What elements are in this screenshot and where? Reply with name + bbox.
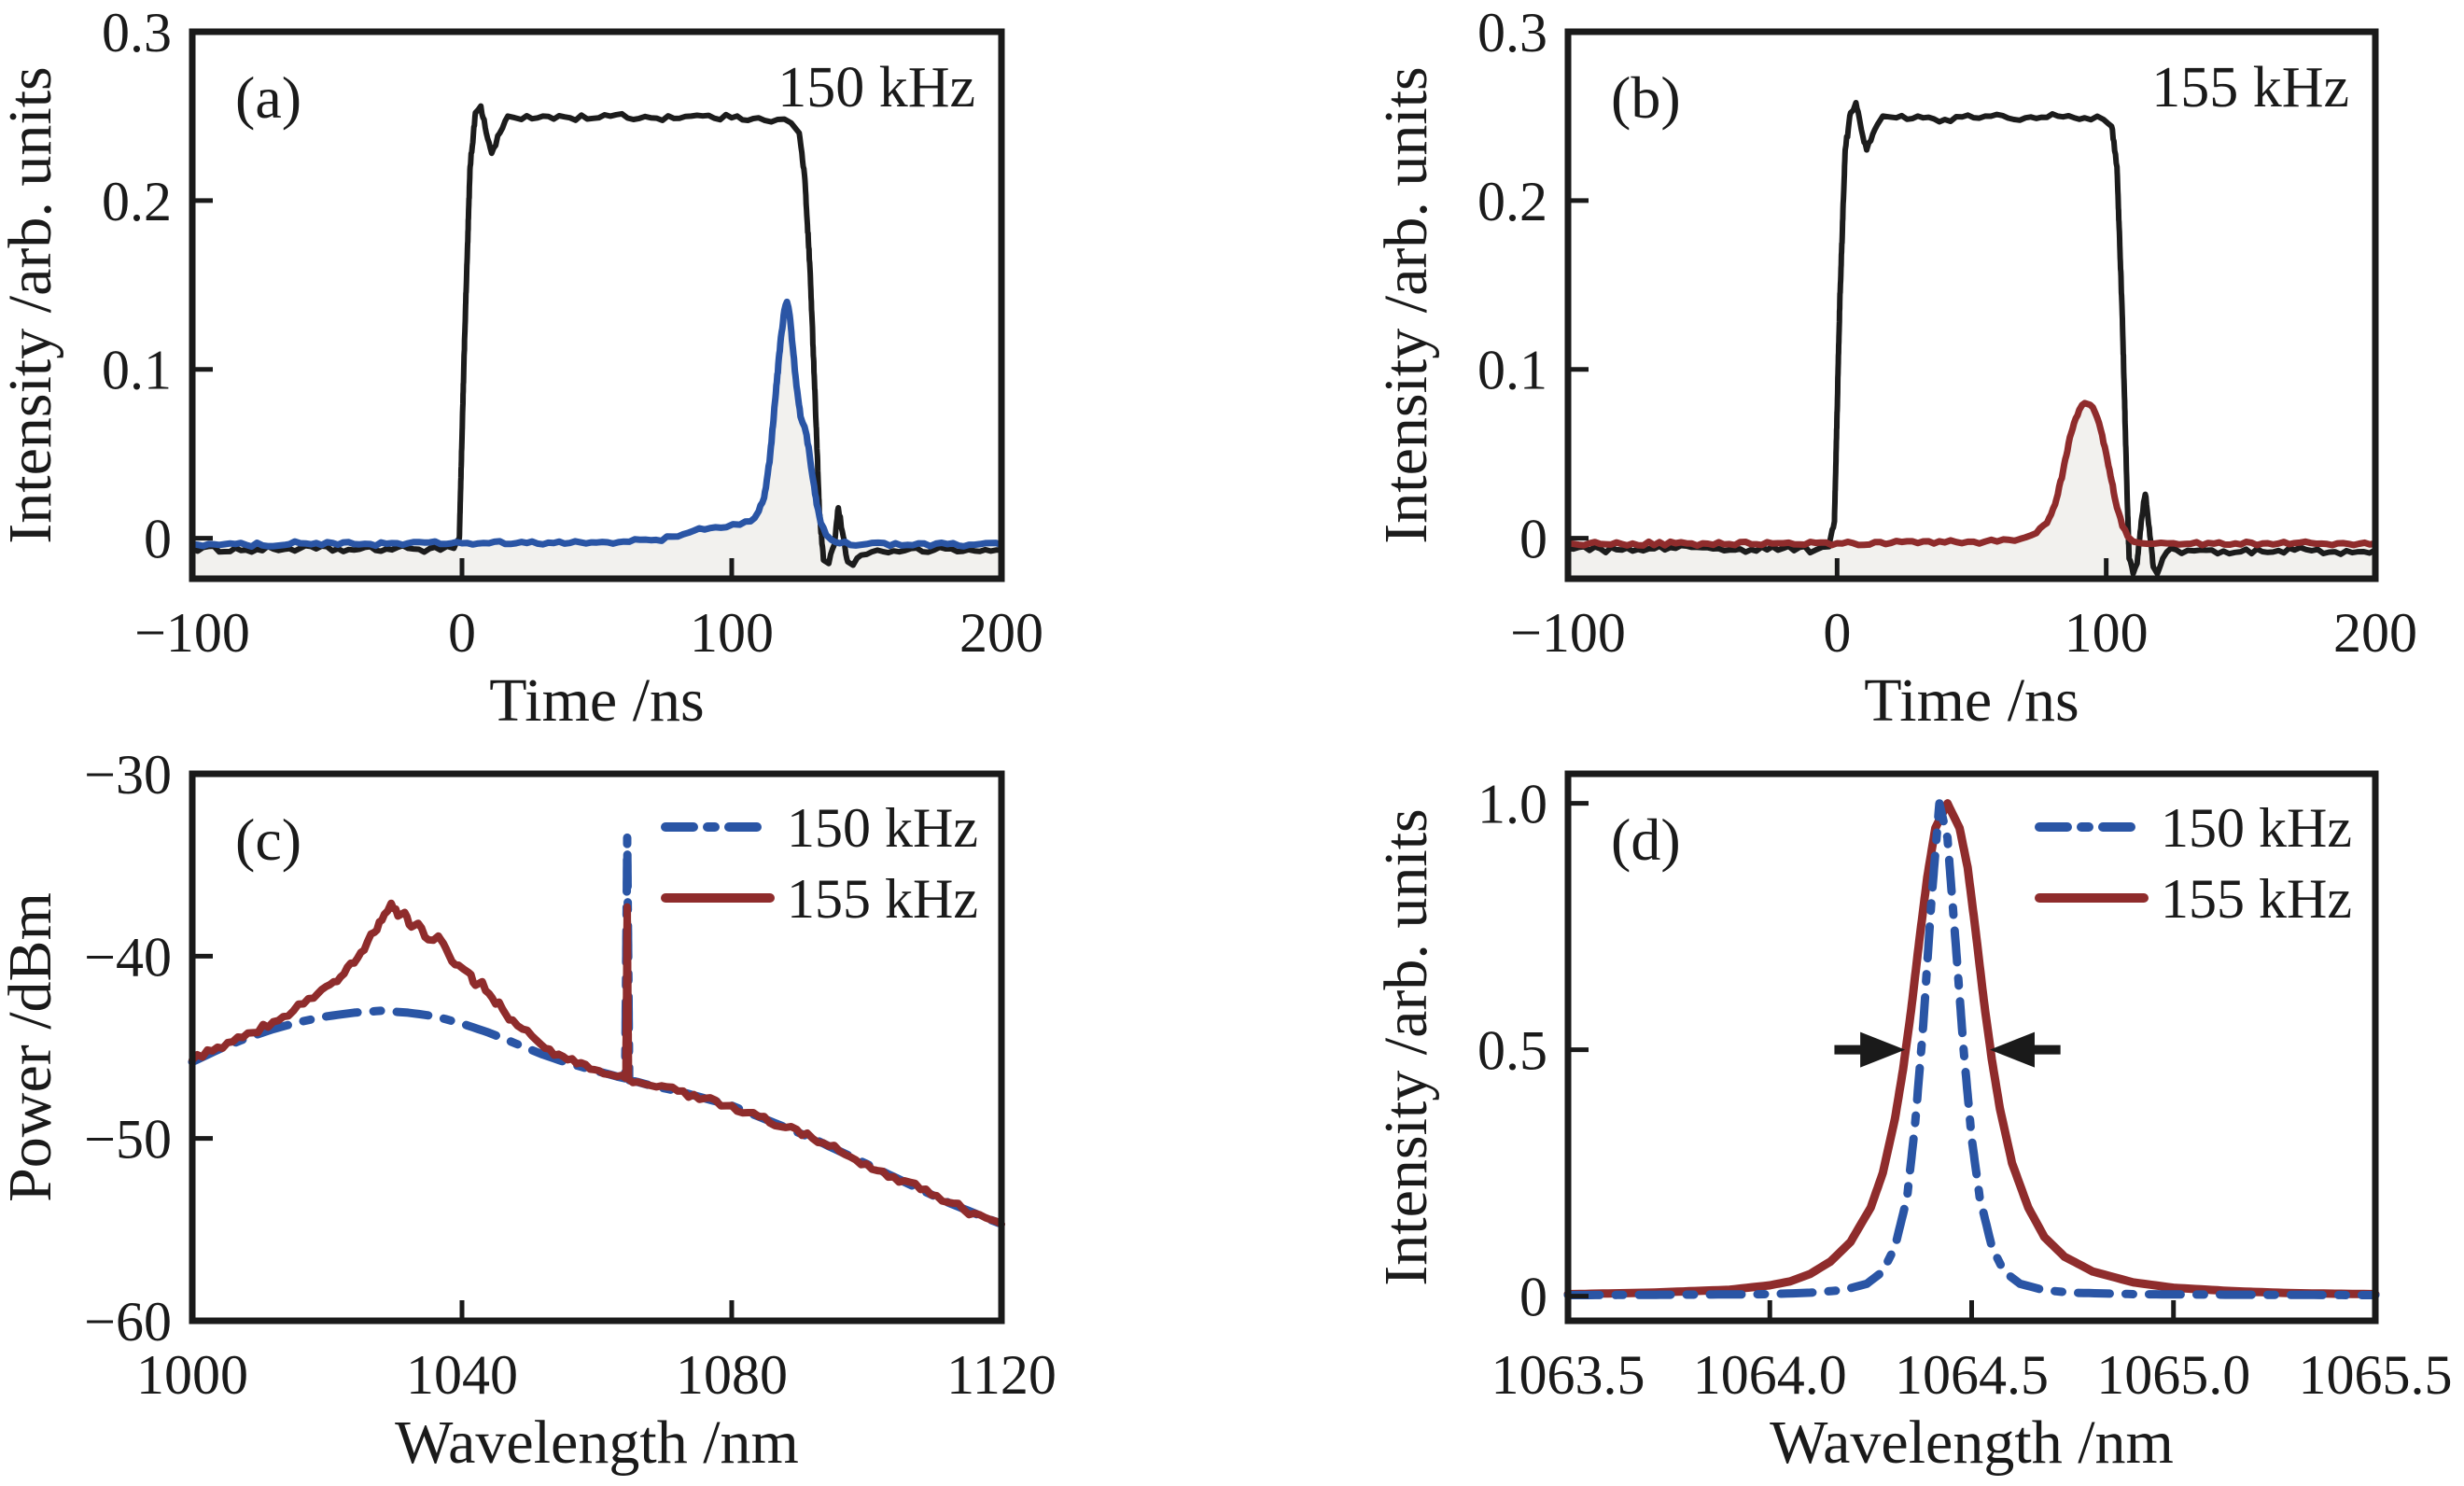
panel-b: −100 0 100 200 0 0.1 0.2 0.3 Time /ns Intensity /…	[1372, 2, 2417, 735]
series-spectrum-150khz-line	[188, 833, 1006, 1228]
x-tick-label: −100	[1510, 602, 1626, 664]
plot-frame	[1564, 28, 2379, 582]
series-linewidth-150khz-line	[1563, 799, 2380, 1299]
x-tick-label: 1065.5	[2299, 1344, 2453, 1406]
series-pulse-155khz-line	[1564, 400, 2379, 549]
y-tick-label: −50	[84, 1109, 172, 1171]
series-pulse-150khz-line	[189, 298, 1005, 550]
plot-frame	[189, 770, 1005, 1325]
y-tick-label: 0.3	[102, 2, 172, 63]
x-tick-label: 100	[690, 602, 774, 664]
plot-frame	[189, 28, 1005, 582]
x-axis-title: Wavelength /nm	[395, 1409, 799, 1477]
x-tick-label: 0	[448, 602, 476, 664]
x-axis-title: Time /ns	[1864, 666, 2079, 735]
x-tick-label: 1040	[406, 1344, 518, 1406]
legend-label-155khz: 155 kHz	[2161, 868, 2352, 930]
x-axis-title: Wavelength /nm	[1770, 1409, 2174, 1477]
panel-tag: (a)	[235, 64, 301, 131]
x-tick-label: 200	[959, 602, 1043, 664]
x-tick-label: 1120	[946, 1344, 1057, 1406]
panel-tag: (c)	[235, 806, 301, 873]
legend-label-155khz: 155 kHz	[787, 868, 978, 930]
x-tick-label: 1065.0	[2096, 1344, 2250, 1406]
y-tick-label: 1.0	[1477, 774, 1547, 835]
y-axis-title: Power /dBm	[0, 892, 64, 1202]
y-tick-label: 0	[1519, 1267, 1547, 1328]
fwhm-arrow-left-head	[1860, 1031, 1906, 1068]
series-linewidth-155khz-line	[1563, 799, 2380, 1298]
panel-tag: (b)	[1611, 64, 1681, 131]
series-spectrum-155khz-line	[189, 899, 1005, 1228]
legend-label-150khz: 150 kHz	[2161, 797, 2352, 859]
legend: 150 kHz 155 kHz	[2035, 797, 2352, 930]
x-tick-label: 100	[2065, 602, 2149, 664]
y-tick-label: 0.1	[102, 340, 172, 401]
y-tick-label: 0.2	[102, 171, 172, 232]
panel-tag: (d)	[1611, 806, 1681, 873]
x-tick-label: −100	[134, 602, 250, 664]
panel-a: −100 0 100 200 0 0.1 0.2 0.3 Time /ns Intensity /…	[0, 2, 1043, 735]
x-tick-label: 1000	[136, 1344, 248, 1406]
y-tick-label: 0	[1519, 509, 1547, 570]
fwhm-arrow-right	[1989, 1031, 2061, 1068]
panel-d: 1063.5 1064.0 1064.5 1065.0 1065.5 0 0.5 1.0 Wav…	[1372, 770, 2453, 1477]
fwhm-arrow-left	[1834, 1031, 1906, 1068]
rep-rate-annotation: 150 kHz	[777, 56, 975, 119]
y-tick-label: 0.3	[1477, 2, 1547, 63]
y-tick-label: −60	[84, 1291, 172, 1353]
series-drive-pulse-line	[189, 103, 1004, 568]
x-axis-title: Time /ns	[489, 666, 704, 735]
x-tick-label: 1063.5	[1491, 1344, 1645, 1406]
y-axis-title: Intensity /arb. units	[0, 66, 64, 543]
y-tick-label: 0	[144, 509, 172, 570]
x-tick-label: 0	[1823, 602, 1851, 664]
y-tick-label: 0.1	[1477, 340, 1547, 401]
y-tick-label: 0.2	[1477, 171, 1547, 232]
y-axis-title: Intensity /arb. units	[1372, 66, 1440, 543]
legend: 150 kHz 155 kHz	[661, 797, 978, 930]
x-tick-label: 1064.0	[1693, 1344, 1847, 1406]
rep-rate-annotation: 155 kHz	[2151, 56, 2349, 119]
y-tick-label: −30	[84, 744, 172, 806]
panel-c: 1000 1040 1080 1120 −60 −50 −40 −30 Wavelength /…	[0, 744, 1057, 1477]
x-tick-label: 1080	[676, 1344, 788, 1406]
y-tick-label: −40	[84, 926, 172, 988]
x-tick-label: 200	[2333, 602, 2417, 664]
fwhm-arrow-right-head	[1989, 1031, 2035, 1068]
series-pulse-150khz-fill	[192, 301, 1001, 579]
y-tick-label: 0.5	[1477, 1020, 1547, 1082]
legend-label-150khz: 150 kHz	[787, 797, 978, 859]
y-axis-title: Intensity /arb. units	[1372, 808, 1440, 1285]
series-drive-pulse-line	[1565, 100, 2378, 577]
x-tick-label: 1064.5	[1895, 1344, 2049, 1406]
